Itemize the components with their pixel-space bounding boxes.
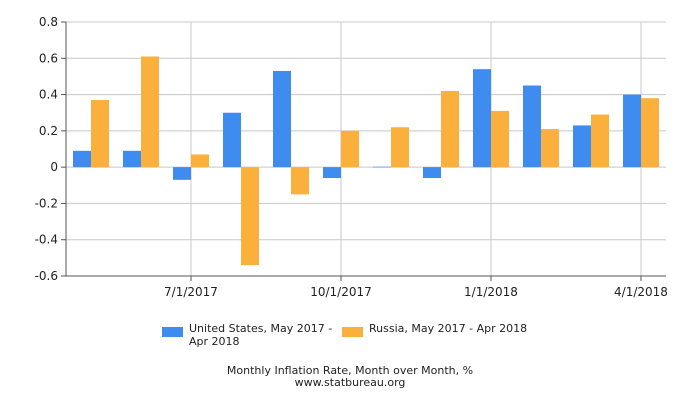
bar-series xyxy=(73,56,659,266)
y-axis-tick-labels: 0.8 0.6 0.4 0.2 0 -0.2 -0.4 -0.6 xyxy=(35,15,58,283)
source-label: www.statbureau.org xyxy=(294,376,406,389)
y-tick-label: -0.4 xyxy=(35,233,58,247)
bar-russia xyxy=(141,56,159,168)
legend-label-us: United States, May 2017 - Apr 2018 xyxy=(189,322,333,348)
bar-us xyxy=(623,94,641,168)
x-tick-label: 7/1/2017 xyxy=(164,285,218,299)
bar-us xyxy=(573,125,591,168)
bar-us xyxy=(173,167,191,180)
y-tick-label: 0 xyxy=(50,160,58,174)
y-tick-label: 0.2 xyxy=(39,124,58,138)
bar-us xyxy=(223,112,241,168)
bar-russia xyxy=(241,167,259,266)
legend-swatch-russia xyxy=(342,327,363,337)
y-tick-label: 0.4 xyxy=(39,88,58,102)
bar-russia xyxy=(291,167,309,195)
bar-russia xyxy=(591,114,609,168)
bar-us xyxy=(523,85,541,168)
y-tick-label: -0.2 xyxy=(35,196,58,210)
bar-us xyxy=(73,150,91,168)
bar-russia xyxy=(391,127,409,168)
legend-label-russia: Russia, May 2017 - Apr 2018 xyxy=(369,322,528,335)
bar-us xyxy=(373,166,391,168)
chart-title: Monthly Inflation Rate, Month over Month… xyxy=(226,364,474,377)
bar-russia xyxy=(491,110,509,168)
axes xyxy=(61,21,666,281)
y-tick-label: 0.6 xyxy=(39,51,58,65)
bar-us xyxy=(423,167,441,179)
bar-russia xyxy=(191,154,209,168)
legend: United States, May 2017 - Apr 2018 Russi… xyxy=(162,322,582,350)
grid-lines xyxy=(66,21,666,277)
legend-swatch-us xyxy=(162,327,183,337)
y-tick-label: 0.8 xyxy=(39,15,58,29)
bar-russia xyxy=(341,130,359,168)
bar-us xyxy=(473,69,491,168)
bar-us xyxy=(123,150,141,168)
x-tick-label: 1/1/2018 xyxy=(464,285,518,299)
x-tick-label: 10/1/2017 xyxy=(310,285,372,299)
bar-us xyxy=(273,70,291,168)
bar-russia xyxy=(641,98,659,168)
x-axis-tick-labels: 7/1/2017 10/1/2017 1/1/2018 4/1/2018 xyxy=(164,285,668,299)
x-tick-label: 4/1/2018 xyxy=(614,285,668,299)
bar-us xyxy=(323,167,341,179)
bar-russia xyxy=(441,90,459,168)
bar-russia xyxy=(541,129,559,168)
y-tick-label: -0.6 xyxy=(35,269,58,283)
bar-russia xyxy=(91,100,109,168)
